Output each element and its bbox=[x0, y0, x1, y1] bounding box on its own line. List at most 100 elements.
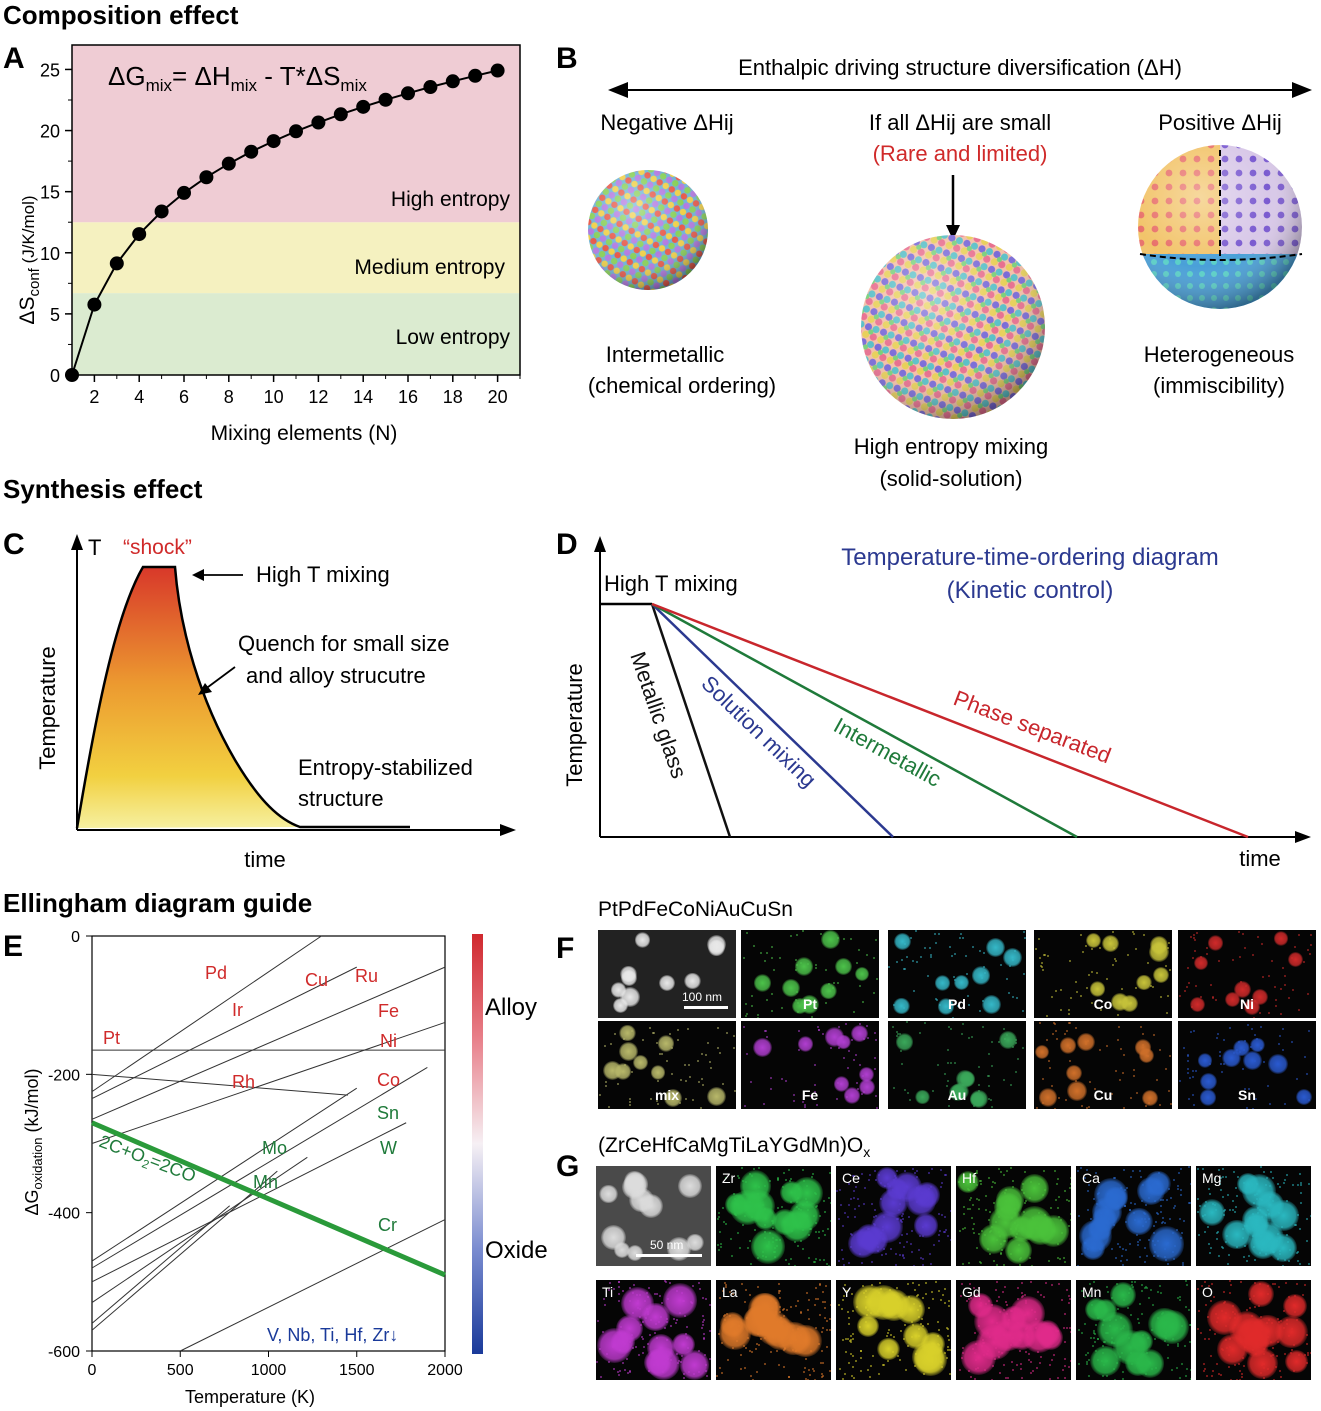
a-data-point bbox=[154, 204, 169, 219]
panel-a-chart: 2 4 6 8 10 12 14 16 18 20 0 5 10 15 20 25 ΔGmix= ΔHmix … bbox=[16, 44, 521, 445]
d-xlabel: time bbox=[1239, 846, 1281, 871]
element-mo: Mo bbox=[262, 1138, 287, 1158]
eds-map-label: Ca bbox=[1082, 1170, 1100, 1186]
c-y-axis-arrow bbox=[71, 534, 83, 550]
panel-c-diagram: T “shock” High T mixing Quench for small… bbox=[35, 534, 516, 872]
oxidation-line bbox=[91, 1156, 308, 1303]
eds-map-label: Fe bbox=[801, 1087, 819, 1103]
eds-map-label: O bbox=[1202, 1284, 1213, 1300]
element-mn: Mn bbox=[253, 1172, 278, 1192]
a-x-tick-label: 6 bbox=[179, 387, 189, 407]
e-y-tick-label: -200 bbox=[48, 1067, 80, 1084]
eds-map-label: Zr bbox=[722, 1170, 736, 1186]
element-pt: Pt bbox=[103, 1028, 120, 1048]
quench-label-1: Quench for small size bbox=[238, 631, 450, 656]
eds-map-cu: Cu bbox=[1034, 1021, 1172, 1109]
oxidation-line bbox=[91, 1122, 407, 1283]
refractory-elements-note: V, Nb, Ti, Hf, Zr↓ bbox=[267, 1325, 398, 1345]
e-x-tick-label: 1500 bbox=[339, 1362, 375, 1379]
section-title-synthesis: Synthesis effect bbox=[3, 474, 203, 504]
eds-map-sn: Sn bbox=[1178, 1021, 1316, 1109]
eds-map-label: Gd bbox=[962, 1284, 981, 1300]
a-x-tick-label: 14 bbox=[353, 387, 373, 407]
panel-label-f: F bbox=[556, 932, 575, 965]
haadf-image-g: 50 nm bbox=[596, 1166, 711, 1266]
panel-label-c: C bbox=[3, 528, 25, 561]
panel-b-diagram: Enthalpic driving structure diversificat… bbox=[588, 55, 1312, 491]
eds-map-label: Ti bbox=[602, 1284, 614, 1300]
a-x-tick-label: 4 bbox=[134, 387, 144, 407]
e-x-tick-label: 2000 bbox=[427, 1362, 463, 1379]
e-y-tick-label: -600 bbox=[48, 1344, 80, 1361]
panel-label-d: D bbox=[556, 528, 578, 561]
eds-map-ni: Ni bbox=[1178, 930, 1316, 1018]
element-ru: Ru bbox=[355, 966, 378, 986]
panel-d-diagram: High T mixing Temperature-time-ordering … bbox=[562, 536, 1311, 871]
panel-a-equation: ΔGmix= ΔHmix - T*ΔSmix bbox=[108, 61, 367, 95]
a-y-tick-label: 10 bbox=[40, 244, 60, 264]
eds-map-co: Co bbox=[1034, 930, 1172, 1018]
a-data-point bbox=[65, 368, 79, 382]
eds-map-label: Co bbox=[1093, 996, 1113, 1012]
c-xlabel: time bbox=[244, 847, 286, 872]
a-data-point bbox=[311, 115, 326, 130]
phase-separated-label: Phase separated bbox=[950, 685, 1114, 768]
eds-map-label: Ni bbox=[1240, 996, 1254, 1012]
solution-mixing-label: Solution mixing bbox=[697, 671, 822, 793]
eds-map-label: Mn bbox=[1082, 1284, 1102, 1300]
eds-map-label: Pd bbox=[948, 996, 966, 1012]
eds-map-ti: Ti bbox=[596, 1280, 711, 1380]
a-y-tick-label: 25 bbox=[40, 60, 60, 80]
down-arrow-head bbox=[946, 225, 960, 240]
eds-map-mix: mix bbox=[598, 1021, 736, 1109]
arrow-left-head bbox=[608, 82, 628, 98]
a-data-point bbox=[132, 227, 147, 242]
a-data-point bbox=[468, 68, 483, 83]
colorbar-alloy-label: Alloy bbox=[485, 994, 537, 1021]
a-data-point bbox=[109, 256, 124, 271]
e-x-tick-label: 0 bbox=[88, 1362, 97, 1379]
element-co: Co bbox=[377, 1070, 400, 1090]
element-cr: Cr bbox=[378, 1215, 397, 1235]
panel-e-xlabel: Temperature (K) bbox=[185, 1387, 315, 1407]
chemical-ordering-caption: (chemical ordering) bbox=[588, 373, 776, 398]
panel-label-a: A bbox=[3, 42, 25, 75]
a-x-tick-label: 10 bbox=[264, 387, 284, 407]
a-data-point bbox=[199, 170, 214, 185]
eds-map-label: Y bbox=[842, 1284, 852, 1300]
a-x-tick-label: 2 bbox=[89, 387, 99, 407]
e-y-tick-label: 0 bbox=[71, 929, 80, 946]
a-data-point bbox=[177, 185, 191, 200]
temperature-pulse-curve bbox=[75, 565, 410, 829]
eds-map-y: Y bbox=[836, 1280, 951, 1380]
oxidation-line bbox=[180, 1219, 446, 1352]
oxidation-line bbox=[91, 966, 357, 1099]
panel-g-title: (ZrCeHfCaMgTiLaYGdMn)Ox bbox=[598, 1134, 871, 1161]
a-y-tick-label: 5 bbox=[50, 305, 60, 325]
intermetallic-line bbox=[651, 602, 1078, 839]
enthalpy-title: Enthalpic driving structure diversificat… bbox=[738, 55, 1182, 80]
eds-map-ce: Ce bbox=[836, 1166, 951, 1266]
band-label-low: Low entropy bbox=[396, 326, 511, 349]
a-data-point bbox=[445, 74, 460, 89]
eds-map-label: mix bbox=[654, 1087, 680, 1103]
eds-map-pd: Pd bbox=[888, 930, 1026, 1018]
panel-a-ylabel: ΔSconf (J/K/mol) bbox=[16, 195, 43, 324]
c-t-label: T bbox=[88, 535, 101, 560]
eds-map-label: Hf bbox=[962, 1170, 976, 1186]
high-t-arrow bbox=[192, 569, 204, 581]
oxidation-line bbox=[91, 1066, 428, 1269]
a-data-point bbox=[244, 144, 259, 159]
eds-map-label: La bbox=[722, 1284, 738, 1300]
oxidation-line bbox=[91, 935, 322, 1093]
element-sn: Sn bbox=[377, 1103, 399, 1123]
metallic-glass-line bbox=[650, 603, 732, 838]
oxidation-line bbox=[91, 966, 446, 1120]
panel-e-ylabel: ΔGoxidation (kJ/mol) bbox=[22, 1068, 45, 1215]
eds-map-au: Au bbox=[888, 1021, 1026, 1109]
a-data-point bbox=[423, 80, 438, 95]
a-y-tick-label: 15 bbox=[40, 183, 60, 203]
panel-e-chart: 0 500 1000 1500 2000 0 -200 -400 -600 Alloy Oxid… bbox=[22, 929, 548, 1407]
a-data-point bbox=[378, 92, 393, 107]
eds-map-pt: Pt bbox=[741, 930, 879, 1018]
